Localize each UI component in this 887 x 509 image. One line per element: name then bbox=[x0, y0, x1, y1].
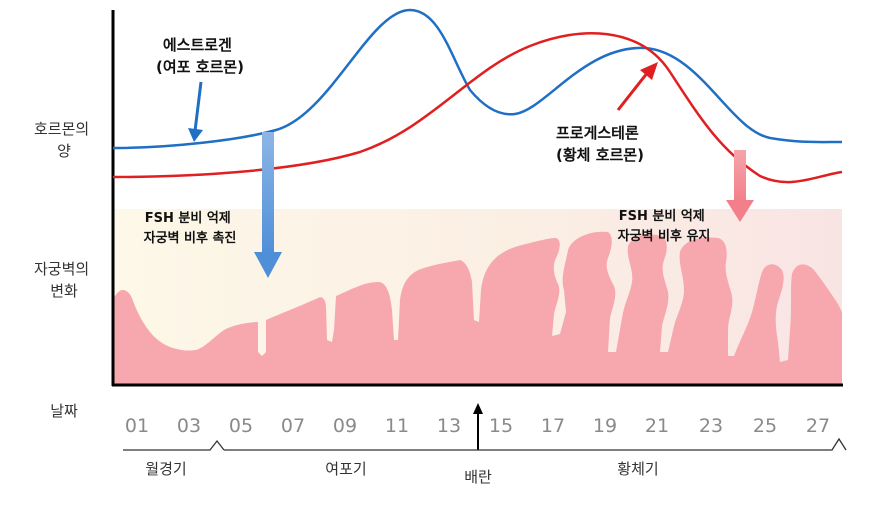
progesterone-pointer-arrowhead bbox=[640, 62, 658, 80]
day-tick: 19 bbox=[593, 415, 617, 437]
day-tick: 25 bbox=[753, 415, 777, 437]
progesterone-pointer-arrow bbox=[616, 71, 650, 111]
pink-effect-arrow-shaft bbox=[734, 150, 746, 202]
estrogen-curve bbox=[112, 8, 843, 150]
day-tick: 07 bbox=[281, 415, 305, 437]
day-tick: 05 bbox=[229, 415, 253, 437]
luteal-phase-label: 황체기 bbox=[617, 460, 658, 478]
blue-effect-arrow-shaft bbox=[262, 132, 274, 254]
uterine-wall bbox=[113, 231, 842, 385]
days-label: 날짜 bbox=[50, 402, 78, 420]
follicular-phase-label: 여포기 bbox=[325, 460, 366, 478]
uterine-change-label: 자궁벽의 변화 bbox=[34, 260, 94, 300]
estrogen-annotation: 에스트로겐 (여포 호르몬) bbox=[156, 36, 244, 76]
day-tick: 23 bbox=[699, 415, 723, 437]
fsh-right-annotation: FSH 분비 억제 자궁벽 비후 유지 bbox=[618, 209, 711, 244]
day-tick: 11 bbox=[385, 415, 409, 437]
ovulation-marker-arrowhead bbox=[473, 403, 483, 414]
pink-effect-arrowhead bbox=[726, 200, 754, 222]
progesterone-curve bbox=[112, 32, 843, 184]
fsh-left-annotation: FSH 분비 억제 자궁벽 비후 촉진 bbox=[144, 211, 237, 246]
day-tick: 09 bbox=[333, 415, 357, 437]
day-tick-labels: 01 03 05 07 09 11 13 15 17 19 21 23 25 2… bbox=[125, 415, 830, 437]
hormone-amount-label: 호르몬의 양 bbox=[34, 120, 94, 160]
progesterone-annotation: 프로게스테론 (황체 호르몬) bbox=[556, 124, 644, 164]
luteal-phase-bracket bbox=[478, 437, 847, 451]
estrogen-pointer-arrow bbox=[193, 81, 203, 132]
day-tick: 17 bbox=[541, 415, 565, 437]
day-tick: 21 bbox=[645, 415, 669, 437]
menstrual-phase-label: 월경기 bbox=[145, 460, 186, 478]
ovulation-label: 배란 bbox=[464, 468, 492, 486]
estrogen-pointer-arrowhead bbox=[188, 128, 203, 142]
day-tick: 13 bbox=[437, 415, 461, 437]
day-tick: 03 bbox=[177, 415, 201, 437]
menstrual-phase-bracket bbox=[123, 439, 225, 451]
day-tick: 27 bbox=[806, 415, 830, 437]
day-tick: 01 bbox=[125, 415, 149, 437]
blue-effect-arrowhead bbox=[254, 252, 282, 278]
day-tick: 15 bbox=[489, 415, 513, 437]
